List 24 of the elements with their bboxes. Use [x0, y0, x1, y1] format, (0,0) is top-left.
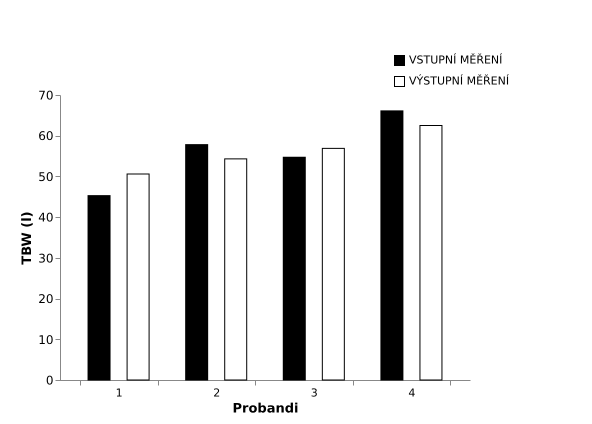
bar: [282, 156, 306, 380]
bar: [380, 110, 404, 380]
y-tick-label: 60: [38, 129, 54, 144]
y-tick-label: 10: [38, 332, 54, 347]
y-tick-label: 40: [38, 210, 54, 225]
x-axis-title: Probandi: [232, 402, 298, 416]
y-tick-label: 50: [38, 170, 54, 184]
x-tick-label: 2: [213, 386, 220, 400]
y-tick-label: 20: [38, 292, 54, 306]
bar: [126, 173, 150, 380]
y-tick-label: 30: [38, 251, 54, 266]
bar: [88, 195, 111, 380]
y-tick-label: 70: [38, 88, 54, 102]
y-tick-label: 0: [46, 374, 54, 388]
bar: [322, 148, 345, 380]
legend-label: VSTUPNÍ MĚŘENÍ: [409, 52, 502, 66]
legend-label: VÝSTUPNÍ MĚŘENÍ: [409, 74, 510, 88]
x-tick-label: 1: [116, 386, 123, 400]
x-tick-label: 3: [310, 386, 318, 400]
bar: [185, 144, 208, 380]
bar: [419, 125, 442, 380]
y-axis-title: TBW (l): [20, 211, 36, 265]
bar: [224, 158, 248, 380]
x-tick-label: 4: [408, 386, 416, 400]
